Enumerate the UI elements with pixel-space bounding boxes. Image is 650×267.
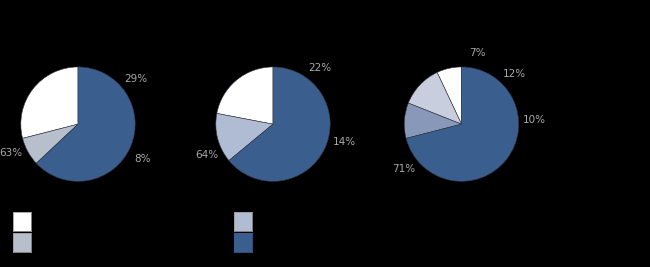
Text: 71%: 71% bbox=[392, 164, 415, 174]
Wedge shape bbox=[406, 67, 519, 181]
Wedge shape bbox=[217, 67, 273, 124]
Wedge shape bbox=[216, 113, 273, 161]
Wedge shape bbox=[437, 67, 462, 124]
Text: 64%: 64% bbox=[195, 150, 218, 160]
Text: 14%: 14% bbox=[332, 137, 356, 147]
Text: 29%: 29% bbox=[124, 74, 148, 84]
Text: 63%: 63% bbox=[0, 148, 22, 158]
Text: 8%: 8% bbox=[134, 154, 150, 164]
Wedge shape bbox=[21, 67, 78, 138]
Text: 7%: 7% bbox=[469, 48, 486, 58]
Text: 22%: 22% bbox=[308, 63, 332, 73]
Wedge shape bbox=[404, 103, 462, 138]
Wedge shape bbox=[229, 67, 330, 181]
Wedge shape bbox=[23, 124, 78, 163]
Wedge shape bbox=[408, 72, 461, 124]
Text: 12%: 12% bbox=[503, 69, 526, 79]
Text: 10%: 10% bbox=[523, 115, 546, 125]
Wedge shape bbox=[36, 67, 135, 181]
